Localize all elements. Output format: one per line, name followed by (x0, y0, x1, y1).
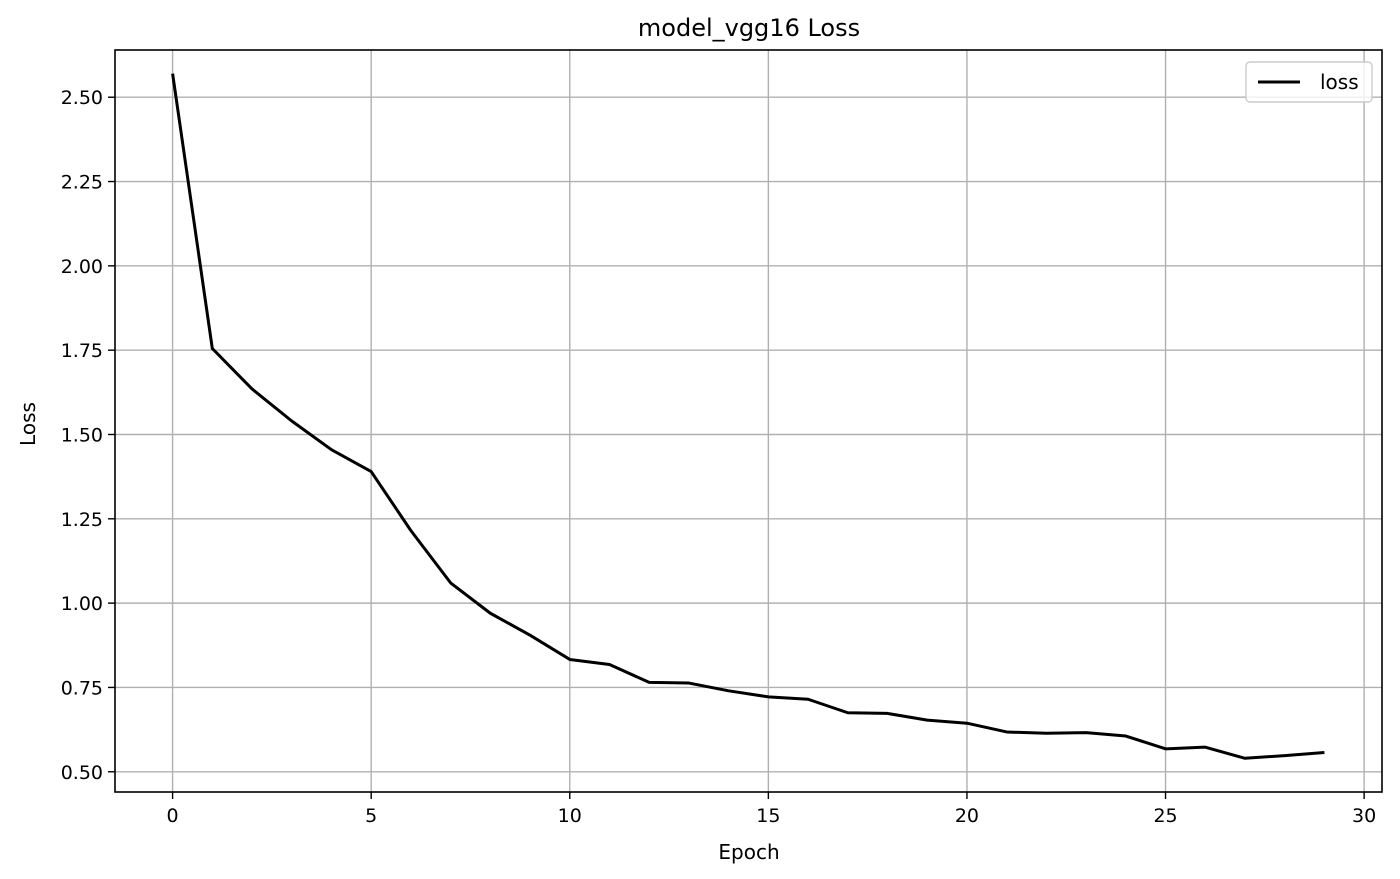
x-tick-label: 25 (1153, 805, 1177, 827)
y-tick-label: 1.50 (61, 424, 103, 446)
loss-line (171, 73, 1325, 760)
y-tick-label: 0.75 (61, 677, 103, 699)
chart-title: model_vgg16 Loss (638, 14, 860, 42)
axis-ticks: 0 5 10 15 20 25 30 0.50 0.75 1.00 1.25 1.50 1.75 2.00… (61, 87, 1377, 827)
x-tick-label: 0 (167, 805, 179, 827)
x-tick-label: 5 (365, 805, 377, 827)
plot-frame (114, 49, 1383, 793)
y-tick-label: 1.25 (61, 509, 103, 531)
legend-box (1245, 61, 1373, 103)
grid-lines (115, 50, 1382, 792)
x-axis-label: Epoch (718, 840, 779, 864)
y-tick-label: 2.00 (61, 256, 103, 278)
x-tick-label: 20 (955, 805, 979, 827)
legend-label-loss: loss (1320, 70, 1359, 94)
y-tick-label: 0.50 (61, 762, 103, 784)
x-tick-label: 15 (756, 805, 780, 827)
y-axis-label: Loss (16, 402, 40, 446)
y-tick-label: 1.75 (61, 340, 103, 362)
y-tick-label: 2.25 (61, 172, 103, 194)
series-layer (171, 73, 1325, 760)
x-tick-label: 30 (1352, 805, 1376, 827)
x-tick-label: 10 (558, 805, 582, 827)
y-tick-label: 1.00 (61, 593, 103, 615)
legend: loss (1245, 61, 1373, 103)
y-tick-label: 2.50 (61, 87, 103, 109)
